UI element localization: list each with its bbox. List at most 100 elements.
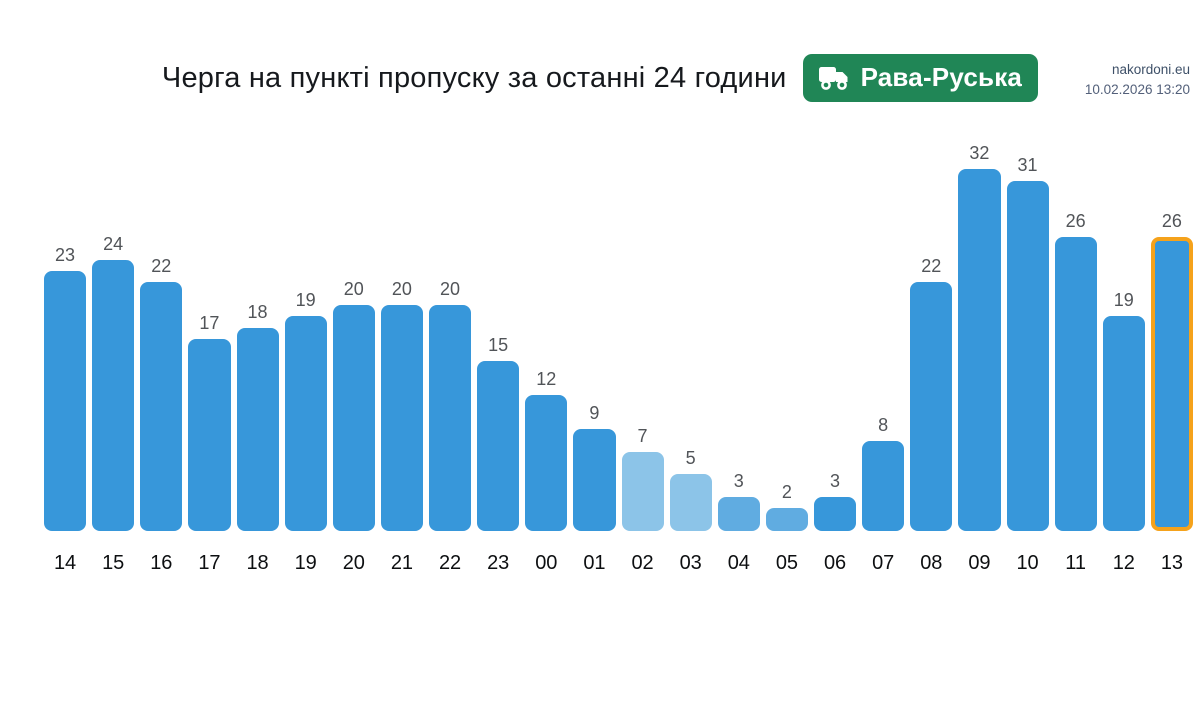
x-axis-label: 14 <box>53 552 77 574</box>
header-meta: nakordoni.eu 10.02.2026 13:20 <box>1085 60 1190 99</box>
x-axis-label: 02 <box>631 552 654 574</box>
bar-value-label: 20 <box>391 279 412 299</box>
x-axis-label: 06 <box>823 552 847 574</box>
x-axis-label: 08 <box>920 552 943 574</box>
x-axis-label: 19 <box>294 552 317 574</box>
bar <box>573 429 616 531</box>
bar-chart: 23 24 22 17 18 19 20 20 20 15 12 9 7 5 3 2 3 8 22 32 31 26 19 2… <box>44 140 1193 531</box>
page: nakordoni.eu 10.02.2026 13:20 Черга на п… <box>0 52 1200 703</box>
bar <box>958 169 1001 531</box>
truck-icon <box>817 64 851 92</box>
bar-column: 5 <box>669 140 712 531</box>
bar <box>332 305 375 531</box>
bar-value-label: 7 <box>637 426 648 446</box>
bar-column: 17 <box>188 140 231 531</box>
x-axis-label: 16 <box>150 552 173 574</box>
checkpoint-badge-label: Рава-Руська <box>860 62 1023 92</box>
bar-value-label: 20 <box>343 279 364 299</box>
bar-column: 7 <box>621 140 664 531</box>
bar-value-label: 12 <box>536 369 557 389</box>
bar <box>380 305 423 531</box>
x-axis-label: 21 <box>390 552 414 574</box>
timestamp: 10.02.2026 13:20 <box>1084 81 1190 97</box>
x-axis-label: 13 <box>1160 552 1184 574</box>
bar-value-label: 3 <box>733 471 744 491</box>
bar-column: 20 <box>429 140 472 531</box>
bar-value-label: 23 <box>55 245 76 265</box>
x-axis-label: 00 <box>535 552 558 574</box>
x-axis-label: 03 <box>679 552 702 574</box>
x-axis-label: 04 <box>727 552 750 574</box>
bar-value-label: 15 <box>488 335 509 355</box>
bar-column: 24 <box>92 140 135 531</box>
bar-value-label: 17 <box>199 313 220 333</box>
bar-value-label: 26 <box>1065 211 1086 231</box>
bar <box>525 395 568 531</box>
bar-value-label: 24 <box>103 234 124 254</box>
bar <box>92 260 135 531</box>
bar <box>188 339 231 531</box>
x-axis-label: 12 <box>1112 552 1135 574</box>
bar-value-label: 8 <box>878 415 889 435</box>
x-axis-label: 23 <box>487 552 510 574</box>
bar-value-label: 3 <box>830 471 841 491</box>
x-axis-label: 22 <box>438 552 462 574</box>
x-axis-label: 17 <box>198 552 221 574</box>
bar-value-label: 22 <box>921 256 942 276</box>
x-axis-label: 01 <box>583 552 606 574</box>
bar <box>1102 316 1145 531</box>
bar <box>477 361 520 531</box>
bar <box>765 508 808 531</box>
x-axis-label: 20 <box>342 552 365 574</box>
bar <box>1006 181 1049 531</box>
bar-value-label: 18 <box>247 302 268 322</box>
bar-value-label: 5 <box>685 448 696 468</box>
bar-column: 26 <box>1054 140 1097 531</box>
bar-value-label: 26 <box>1161 211 1182 231</box>
bar-column: 20 <box>332 140 375 531</box>
bar <box>140 282 183 531</box>
bar <box>814 497 857 531</box>
bar-column: 12 <box>525 140 568 531</box>
x-axis-label: 10 <box>1016 552 1039 574</box>
x-axis-label: 18 <box>246 552 269 574</box>
queue-chart: 23 24 22 17 18 19 20 20 20 15 12 9 7 5 3 2 3 8 22 32 31 26 19 2… <box>44 140 1193 575</box>
bar-column: 15 <box>477 140 520 531</box>
checkpoint-badge[interactable]: Рава-Руська <box>802 54 1039 102</box>
bar <box>862 441 905 531</box>
bar <box>429 305 472 531</box>
bar-value-label: 20 <box>440 279 461 299</box>
bar-column: 26 <box>1150 140 1193 531</box>
bar <box>236 328 279 531</box>
bar-value-label: 2 <box>781 482 792 502</box>
bar-value-label: 22 <box>151 256 172 276</box>
title-row: Черга на пункті пропуску за останні 24 г… <box>0 52 1200 104</box>
site-link[interactable]: nakordoni.eu <box>1111 62 1190 77</box>
x-axis-label: 11 <box>1065 552 1087 574</box>
bar <box>1054 237 1097 531</box>
bar-column: 23 <box>44 140 87 531</box>
bar-column: 32 <box>958 140 1001 531</box>
page-title: Черга на пункті пропуску за останні 24 г… <box>161 61 787 94</box>
bar-column: 19 <box>284 140 327 531</box>
x-axis-label: 07 <box>872 552 895 574</box>
bar-column: 3 <box>717 140 760 531</box>
bar-current-hour <box>1150 237 1193 531</box>
bar-column: 9 <box>573 140 616 531</box>
bar <box>669 474 712 531</box>
bar-value-label: 32 <box>969 143 990 163</box>
bar <box>621 452 664 531</box>
x-axis: 14 15 16 17 18 19 20 21 22 23 00 01 02 03 04 05 06 07 08 09… <box>44 552 1193 575</box>
bar <box>284 316 327 531</box>
bar <box>910 282 953 531</box>
bar-value-label: 19 <box>295 290 316 310</box>
bar-column: 20 <box>380 140 423 531</box>
bar-column: 8 <box>862 140 905 531</box>
bar-column: 3 <box>814 140 857 531</box>
bar-value-label: 9 <box>589 403 600 423</box>
bar-column: 18 <box>236 140 279 531</box>
x-axis-label: 09 <box>968 552 991 574</box>
x-axis-label: 15 <box>102 552 125 574</box>
bar-column: 19 <box>1102 140 1145 531</box>
bar-column: 22 <box>910 140 953 531</box>
